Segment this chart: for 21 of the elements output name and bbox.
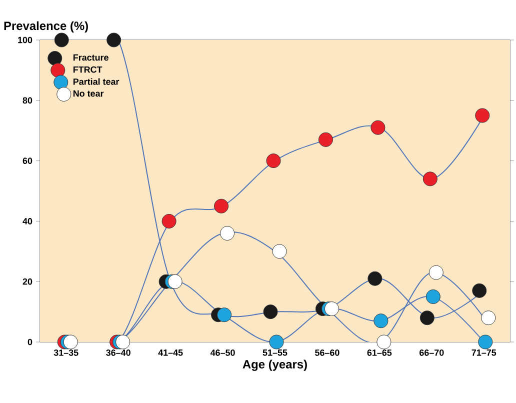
x-tick-label: 41–45 — [158, 350, 183, 356]
x-tick-label: 31–35 — [54, 350, 78, 356]
legend-label: No tear — [73, 90, 104, 97]
y-tick-label: 40 — [22, 218, 32, 224]
y-tick-label: 20 — [22, 278, 32, 285]
x-tick-label: 46–50 — [210, 350, 235, 356]
x-axis-title: Age (years) — [242, 360, 307, 371]
y-tick-label: 100 — [18, 36, 32, 44]
x-tick-label: 56–60 — [315, 350, 340, 356]
y-tick-label: 60 — [22, 158, 32, 164]
legend-label: Partial tear — [73, 78, 120, 85]
x-tick-label: 61–65 — [367, 350, 392, 356]
x-tick-label: 36–40 — [106, 350, 130, 356]
x-tick-label: 51–55 — [262, 350, 288, 356]
y-tick-label: 0 — [28, 338, 32, 346]
legend-label: Fracture — [73, 54, 108, 61]
legend-label: FTRCT — [73, 66, 102, 73]
y-axis-title: Prevalence (%) — [4, 21, 88, 32]
x-tick-label: 71–75 — [472, 350, 496, 356]
x-tick-label: 66–70 — [420, 350, 444, 356]
y-tick-label: 80 — [22, 97, 32, 104]
